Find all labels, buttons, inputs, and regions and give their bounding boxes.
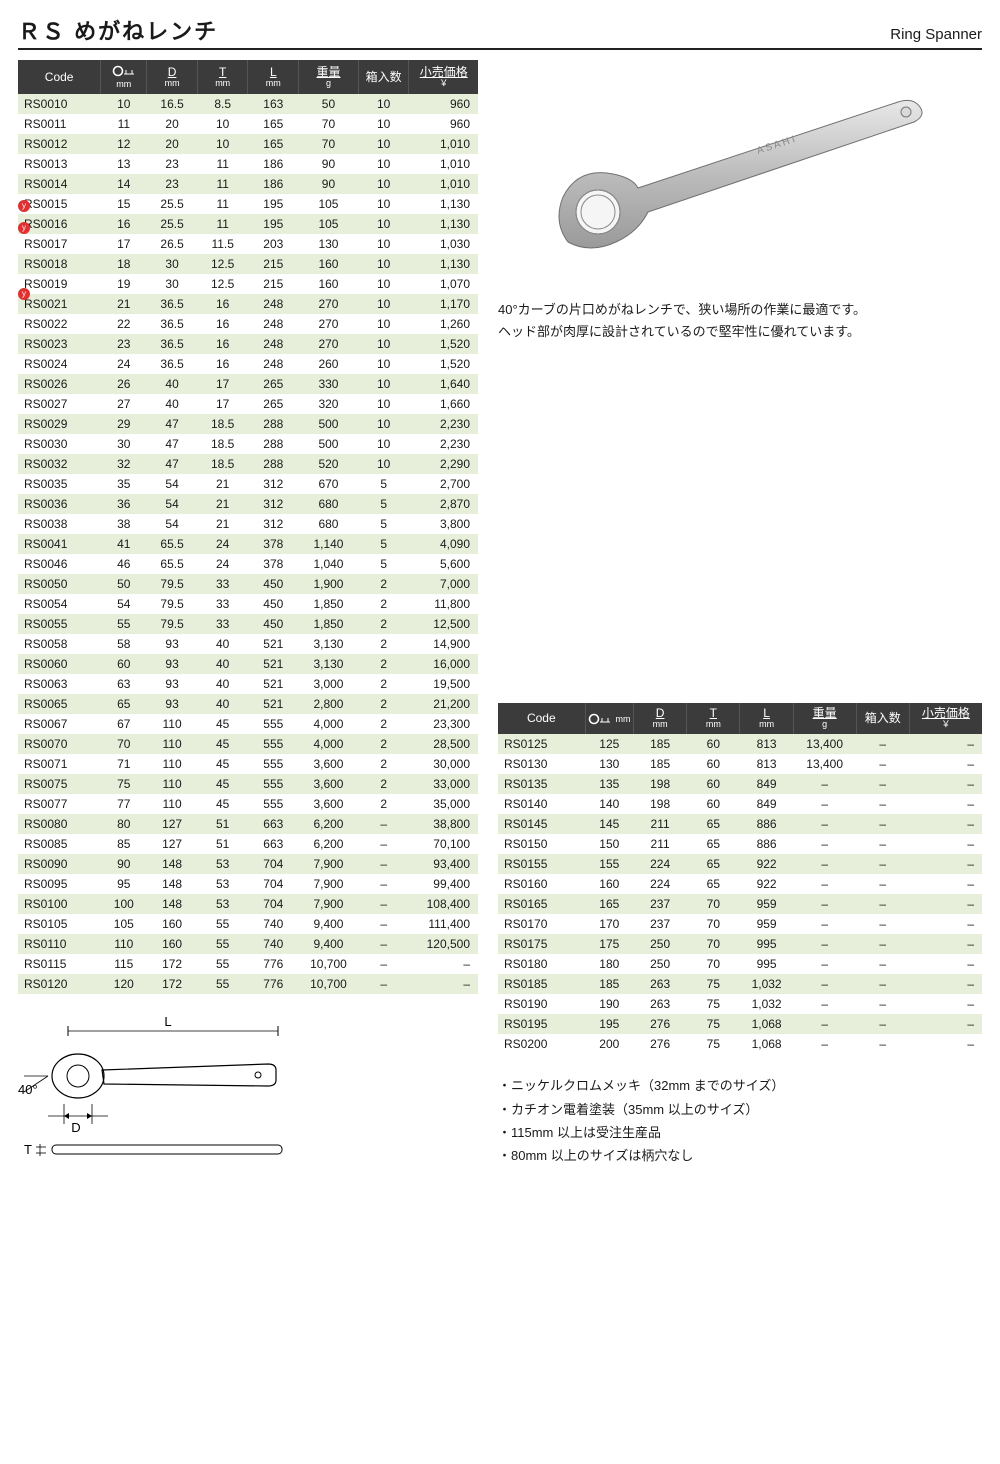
product-image: A S A H I [498,72,982,275]
table-row: RS014014019860 849––– [498,794,982,814]
svg-text:T: T [24,1142,32,1157]
table-row: RS013013018560 81313,400–– [498,754,982,774]
table-row: RS00151525.511 195105101,130 [18,194,478,214]
table-row: RS015515522465 922––– [498,854,982,874]
table-row: RS012512518560 81313,400–– [498,734,982,754]
table-row: RS0014142311 18690101,010 [18,174,478,194]
notes: ・ニッケルクロムメッキ（32mm までのサイズ）・カチオン電着塗装（35mm 以… [498,1074,982,1168]
table-row: RS013513519860 849––– [498,774,982,794]
page-title-jp: ＲＳ めがねレンチ [18,14,218,46]
table-row: RS010510516055 7409,400–111,400 [18,914,478,934]
table-row: RS0019193012.5 215160101,070 [18,274,478,294]
table-row: RS0036365421 31268052,870 [18,494,478,514]
marker-icon: y [18,222,30,234]
table-row: RS00464665.524 3781,04055,600 [18,554,478,574]
table-row: RS00757511045 5553,600233,000 [18,774,478,794]
svg-text:40°: 40° [18,1082,38,1097]
table-row: RS00909014853 7047,900–93,400 [18,854,478,874]
table-row: RS017517525070 995––– [498,934,982,954]
table-row: RS00858512751 6636,200–70,100 [18,834,478,854]
table-row: RS00242436.516 248260101,520 [18,354,478,374]
table-row: RS0035355421 31267052,700 [18,474,478,494]
dimension-diagram: L 40° D T [18,1016,478,1169]
table-row: RS0030304718.5 288500102,230 [18,434,478,454]
table-row: RS0013132311 18690101,010 [18,154,478,174]
table-row: RS00555579.533 4501,850212,500 [18,614,478,634]
marker-icon: y [18,288,30,300]
table-row: RS0038385421 31268053,800 [18,514,478,534]
table-row: RS00676711045 5554,000223,300 [18,714,478,734]
table-row: RS019019026375 1,032––– [498,994,982,1014]
table-row: RS0063639340 5213,000219,500 [18,674,478,694]
table-row: RS00959514853 7047,900–99,400 [18,874,478,894]
table-row: RS0060609340 5213,130216,000 [18,654,478,674]
table-row: RS014514521165 886––– [498,814,982,834]
table-row: RS0058589340 5213,130214,900 [18,634,478,654]
table-row: RS00161625.511 195105101,130 [18,214,478,234]
table-row: RS00545479.533 4501,850211,800 [18,594,478,614]
table-row: RS012012017255 77610,700–– [18,974,478,994]
table-row: RS00232336.516 248270101,520 [18,334,478,354]
table-row: RS0032324718.5 288520102,290 [18,454,478,474]
table-row: RS018018025070 995––– [498,954,982,974]
table-row: RS00707011045 5554,000228,500 [18,734,478,754]
svg-text:L: L [164,1016,171,1029]
table-row: RS0026264017 265330101,640 [18,374,478,394]
table-row: RS00222236.516 248270101,260 [18,314,478,334]
spec-table-1: Code mmDmmTmmLmm重量g箱入数小売価格￥ RS00101016.5… [18,60,478,994]
table-row: RS00212136.516 248270101,170 [18,294,478,314]
table-row: RS00777711045 5553,600235,000 [18,794,478,814]
spec-table-2: Code mmDmmTmmLmm重量g箱入数小売価格￥ RS0125125185… [498,703,982,1054]
table-row: RS018518526375 1,032––– [498,974,982,994]
page-title-en: Ring Spanner [890,26,982,43]
table-row: RS00171726.511.5 203130101,030 [18,234,478,254]
table-row: RS011511517255 77610,700–– [18,954,478,974]
table-row: RS00101016.58.5 1635010960 [18,94,478,114]
table-row: RS0029294718.5 288500102,230 [18,414,478,434]
svg-text:D: D [71,1120,80,1135]
marker-icon: y [18,200,30,212]
table-row: RS00808012751 6636,200–38,800 [18,814,478,834]
table-row: RS020020027675 1,068––– [498,1034,982,1054]
description: 40°カーブの片口めがねレンチで、狭い場所の作業に最適です。ヘッド部が肉厚に設計… [498,299,982,343]
table-row: RS010010014853 7047,900–108,400 [18,894,478,914]
table-row: RS011011016055 7409,400–120,500 [18,934,478,954]
table-row: RS0027274017 265320101,660 [18,394,478,414]
table-row: RS0012122010 16570101,010 [18,134,478,154]
table-row: RS017017023770 959––– [498,914,982,934]
table-row: RS019519527675 1,068––– [498,1014,982,1034]
table-row: RS0065659340 5212,800221,200 [18,694,478,714]
table-row: RS00414165.524 3781,14054,090 [18,534,478,554]
table-row: RS00505079.533 4501,90027,000 [18,574,478,594]
table-row: RS016016022465 922––– [498,874,982,894]
table-row: RS0018183012.5 215160101,130 [18,254,478,274]
table-row: RS0011112010 1657010960 [18,114,478,134]
table-row: RS015015021165 886––– [498,834,982,854]
table-row: RS00717111045 5553,600230,000 [18,754,478,774]
table-row: RS016516523770 959––– [498,894,982,914]
